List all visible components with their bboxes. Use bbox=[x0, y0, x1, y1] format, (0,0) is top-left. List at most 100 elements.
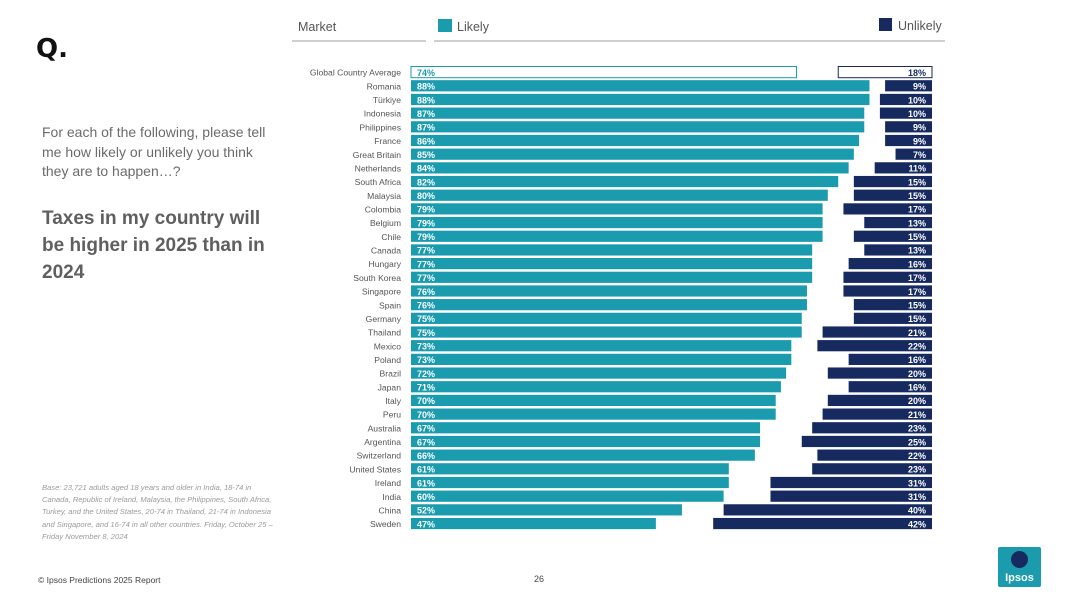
unlikely-bar bbox=[812, 422, 932, 434]
market-label: Singapore bbox=[362, 287, 401, 297]
unlikely-value-label: 25% bbox=[908, 437, 926, 447]
unlikely-value-label: 21% bbox=[908, 328, 926, 338]
likely-bar bbox=[411, 271, 813, 283]
likely-value-label: 71% bbox=[417, 383, 435, 393]
likely-bar bbox=[411, 80, 870, 92]
unlikely-value-label: 31% bbox=[908, 492, 926, 502]
market-row: India 60% 31% bbox=[382, 490, 932, 502]
unlikely-bar bbox=[864, 216, 932, 229]
likely-value-label: 85% bbox=[417, 150, 435, 160]
unlikely-value-label: 20% bbox=[908, 369, 926, 379]
likely-bar bbox=[411, 162, 849, 174]
likely-value-label: 61% bbox=[417, 465, 435, 475]
likely-value-label: 77% bbox=[417, 246, 435, 256]
market-label: Argentina bbox=[364, 437, 401, 447]
unlikely-bar bbox=[843, 271, 932, 283]
likely-bar bbox=[411, 203, 823, 215]
likely-bar bbox=[411, 93, 870, 106]
market-label: Brazil bbox=[380, 369, 402, 379]
market-row: Argentina 67% 25% bbox=[364, 435, 932, 448]
market-label: Poland bbox=[374, 355, 401, 365]
chart-rows: Global Country Average 74% 18% Romania 88% 9%… bbox=[310, 66, 933, 529]
likely-bar bbox=[411, 394, 776, 407]
market-row: Indonesia 87% 10% bbox=[364, 107, 932, 119]
likely-bar bbox=[411, 408, 776, 420]
likely-bar bbox=[411, 504, 682, 516]
market-row: Malaysia 80% 15% bbox=[367, 189, 932, 201]
likely-bar bbox=[411, 134, 860, 147]
market-row: Thailand 75% 21% bbox=[368, 326, 932, 338]
unlikely-bar bbox=[864, 244, 932, 256]
market-label: Global Country Average bbox=[310, 68, 401, 78]
likely-bar bbox=[411, 312, 802, 324]
likely-bar bbox=[411, 326, 802, 338]
likely-bar bbox=[411, 490, 724, 502]
unlikely-bar bbox=[879, 93, 932, 106]
likely-value-label: 70% bbox=[417, 396, 435, 406]
market-label: Hungary bbox=[369, 259, 402, 269]
market-row: Hungary 77% 16% bbox=[369, 258, 932, 269]
unlikely-bar bbox=[848, 258, 932, 270]
likely-bar bbox=[411, 463, 729, 475]
unlikely-value-label: 17% bbox=[908, 205, 926, 215]
likely-bar bbox=[411, 230, 823, 242]
market-label: Canada bbox=[371, 246, 401, 256]
market-label: Thailand bbox=[368, 328, 401, 338]
unlikely-value-label: 13% bbox=[908, 218, 926, 228]
likely-bar bbox=[411, 422, 761, 434]
likely-value-label: 79% bbox=[417, 218, 435, 228]
market-label: India bbox=[382, 492, 401, 502]
likely-value-label: 87% bbox=[417, 123, 435, 133]
market-row: China 52% 40% bbox=[379, 504, 932, 516]
unlikely-value-label: 15% bbox=[908, 232, 926, 242]
unlikely-value-label: 10% bbox=[908, 109, 926, 119]
likely-value-label: 74% bbox=[417, 68, 435, 78]
market-row: South Africa 82% 15% bbox=[355, 175, 932, 187]
likely-value-label: 84% bbox=[417, 164, 435, 174]
market-row: Peru 70% 21% bbox=[383, 408, 932, 420]
unlikely-value-label: 7% bbox=[913, 150, 926, 160]
likely-value-label: 72% bbox=[417, 369, 435, 379]
market-row: Poland 73% 16% bbox=[374, 353, 932, 365]
market-label: Switzerland bbox=[357, 451, 402, 461]
unlikely-bar bbox=[837, 66, 933, 79]
likely-value-label: 79% bbox=[417, 205, 435, 215]
unlikely-bar bbox=[843, 285, 932, 297]
market-column-header: Market bbox=[298, 20, 337, 34]
likely-value-label: 86% bbox=[417, 136, 435, 146]
unlikely-bar bbox=[770, 490, 932, 502]
likely-value-label: 70% bbox=[417, 410, 435, 420]
chart-header: Market Likely Unlikely bbox=[292, 18, 945, 42]
likely-bar bbox=[411, 244, 813, 256]
likely-value-label: 87% bbox=[417, 109, 435, 119]
unlikely-value-label: 16% bbox=[908, 259, 926, 269]
unlikely-bar bbox=[885, 121, 932, 133]
likely-value-label: 75% bbox=[417, 314, 435, 324]
likely-bar bbox=[410, 66, 798, 79]
legend-likely-swatch bbox=[438, 19, 452, 32]
market-label: Netherlands bbox=[355, 163, 401, 173]
market-row: United States 61% 23% bbox=[349, 463, 932, 475]
market-row: Japan 71% 16% bbox=[378, 381, 932, 393]
unlikely-bar bbox=[817, 340, 932, 352]
market-row: Spain 76% 15% bbox=[379, 299, 932, 310]
market-row: Chile 79% 15% bbox=[381, 230, 932, 242]
unlikely-value-label: 9% bbox=[913, 82, 926, 92]
likely-value-label: 77% bbox=[417, 259, 435, 269]
market-label: Chile bbox=[381, 232, 401, 242]
unlikely-value-label: 22% bbox=[908, 451, 926, 461]
unlikely-value-label: 11% bbox=[908, 164, 926, 174]
market-label: Great Britain bbox=[353, 150, 401, 160]
unlikely-bar bbox=[853, 189, 932, 201]
likely-value-label: 60% bbox=[417, 492, 435, 502]
market-label: Mexico bbox=[374, 341, 401, 351]
likely-value-label: 80% bbox=[417, 191, 435, 201]
market-label: Spain bbox=[379, 300, 401, 310]
unlikely-bar bbox=[827, 394, 932, 407]
unlikely-value-label: 10% bbox=[908, 95, 926, 105]
likely-bar bbox=[411, 121, 865, 133]
market-label: Malaysia bbox=[367, 191, 401, 201]
unlikely-value-label: 15% bbox=[908, 314, 926, 324]
likely-bar bbox=[411, 435, 761, 448]
market-label: South Africa bbox=[355, 177, 402, 187]
